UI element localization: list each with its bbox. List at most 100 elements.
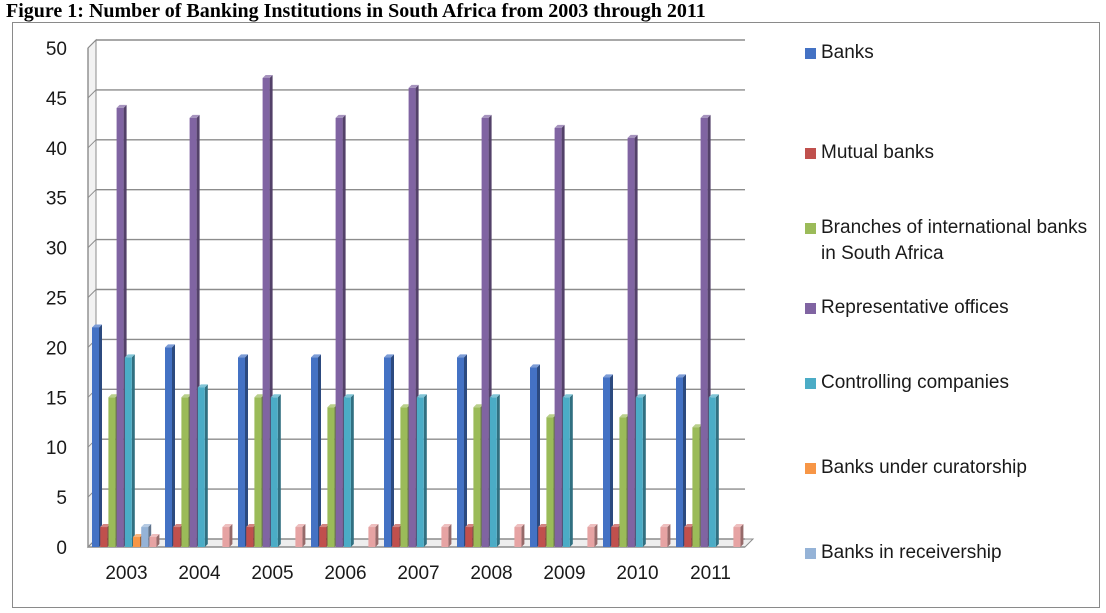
y-tick-label: 40: [46, 139, 67, 160]
legend-swatch: [805, 548, 816, 559]
legend-item: Controlling companies: [805, 370, 1091, 396]
bar: [263, 78, 270, 547]
bar: [141, 527, 148, 547]
bar-side: [740, 524, 743, 547]
bar: [100, 527, 107, 547]
bar: [563, 397, 570, 547]
bar-side: [278, 394, 281, 547]
bar: [530, 367, 537, 547]
legend-item: Representative offices: [805, 295, 1091, 321]
bar: [133, 537, 140, 547]
bar: [344, 397, 351, 547]
bar: [92, 327, 99, 547]
bar: [482, 118, 489, 547]
legend-item: Banks: [805, 40, 1091, 66]
legend-label: Banks under curatorship: [821, 455, 1091, 481]
bar: [692, 427, 699, 547]
bar: [417, 397, 424, 547]
y-tick-label: 45: [46, 89, 67, 110]
chart-legend: Banks Mutual banks Branches of internation…: [805, 40, 1100, 600]
bar: [295, 527, 302, 547]
bar: [181, 397, 188, 547]
bar: [271, 397, 278, 547]
bar: [709, 397, 716, 547]
bar-side: [643, 394, 646, 547]
legend-swatch: [805, 303, 816, 314]
bar: [636, 397, 643, 547]
bar-side: [302, 524, 305, 547]
bar-side: [716, 394, 719, 547]
y-tick-label: 0: [56, 538, 67, 559]
bar: [465, 527, 472, 547]
legend-swatch: [805, 378, 816, 389]
legend-label: Representative offices: [821, 295, 1091, 321]
legend-swatch: [805, 48, 816, 59]
bar-side: [464, 354, 467, 547]
bar-side: [448, 524, 451, 547]
bar: [190, 118, 197, 547]
bar-side: [172, 344, 175, 547]
bar: [254, 397, 261, 547]
bar: [149, 537, 156, 547]
bar: [473, 407, 480, 547]
bar: [173, 527, 180, 547]
legend-swatch: [805, 463, 816, 474]
y-tick-label: 50: [46, 39, 67, 60]
bar: [619, 417, 626, 547]
bar: [546, 417, 553, 547]
bar-side: [424, 394, 427, 547]
legend-label: Banks in receivership: [821, 540, 1091, 566]
bar: [684, 527, 691, 547]
bar-side: [318, 354, 321, 547]
legend-swatch: [805, 223, 816, 234]
legend-item: Mutual banks: [805, 140, 1091, 166]
x-tick-label: 2008: [470, 563, 512, 584]
bar-side: [99, 324, 102, 547]
x-tick-label: 2003: [105, 563, 147, 584]
bar-side: [594, 524, 597, 547]
x-tick-label: 2004: [178, 563, 221, 584]
bar: [336, 118, 343, 547]
bar-side: [570, 394, 573, 547]
legend-item: Banks under curatorship: [805, 455, 1091, 481]
bar: [490, 397, 497, 547]
bar: [514, 527, 521, 547]
legend-swatch: [805, 148, 816, 159]
bar: [368, 527, 375, 547]
bar: [400, 407, 407, 547]
legend-label: Controlling companies: [821, 370, 1091, 396]
bar-side: [497, 394, 500, 547]
bar: [311, 357, 318, 547]
bar: [611, 527, 618, 547]
y-tick-label: 35: [46, 189, 67, 210]
bar: [198, 387, 205, 547]
bar: [587, 527, 594, 547]
x-tick-label: 2010: [616, 563, 658, 584]
bar-side: [521, 524, 524, 547]
bar: [409, 88, 416, 547]
bar-side: [667, 524, 670, 547]
bar: [165, 347, 172, 547]
bar: [222, 527, 229, 547]
x-tick-label: 2011: [690, 563, 731, 584]
bar: [319, 527, 326, 547]
y-tick-label: 5: [56, 488, 67, 509]
bar: [555, 128, 562, 547]
bar-side: [610, 374, 613, 547]
bar: [660, 527, 667, 547]
bar: [327, 407, 334, 547]
bar-side: [132, 354, 135, 547]
x-tick-label: 2005: [251, 563, 293, 584]
bar-side: [229, 524, 232, 547]
bar: [676, 377, 683, 547]
bar: [628, 138, 635, 547]
bar: [246, 527, 253, 547]
bar: [538, 527, 545, 547]
x-tick-label: 2007: [397, 563, 439, 584]
bar: [392, 527, 399, 547]
x-tick-label: 2006: [324, 563, 366, 584]
legend-label: Mutual banks: [821, 140, 1091, 166]
bar: [384, 357, 391, 547]
bar: [117, 108, 124, 547]
bar-side: [351, 394, 354, 547]
